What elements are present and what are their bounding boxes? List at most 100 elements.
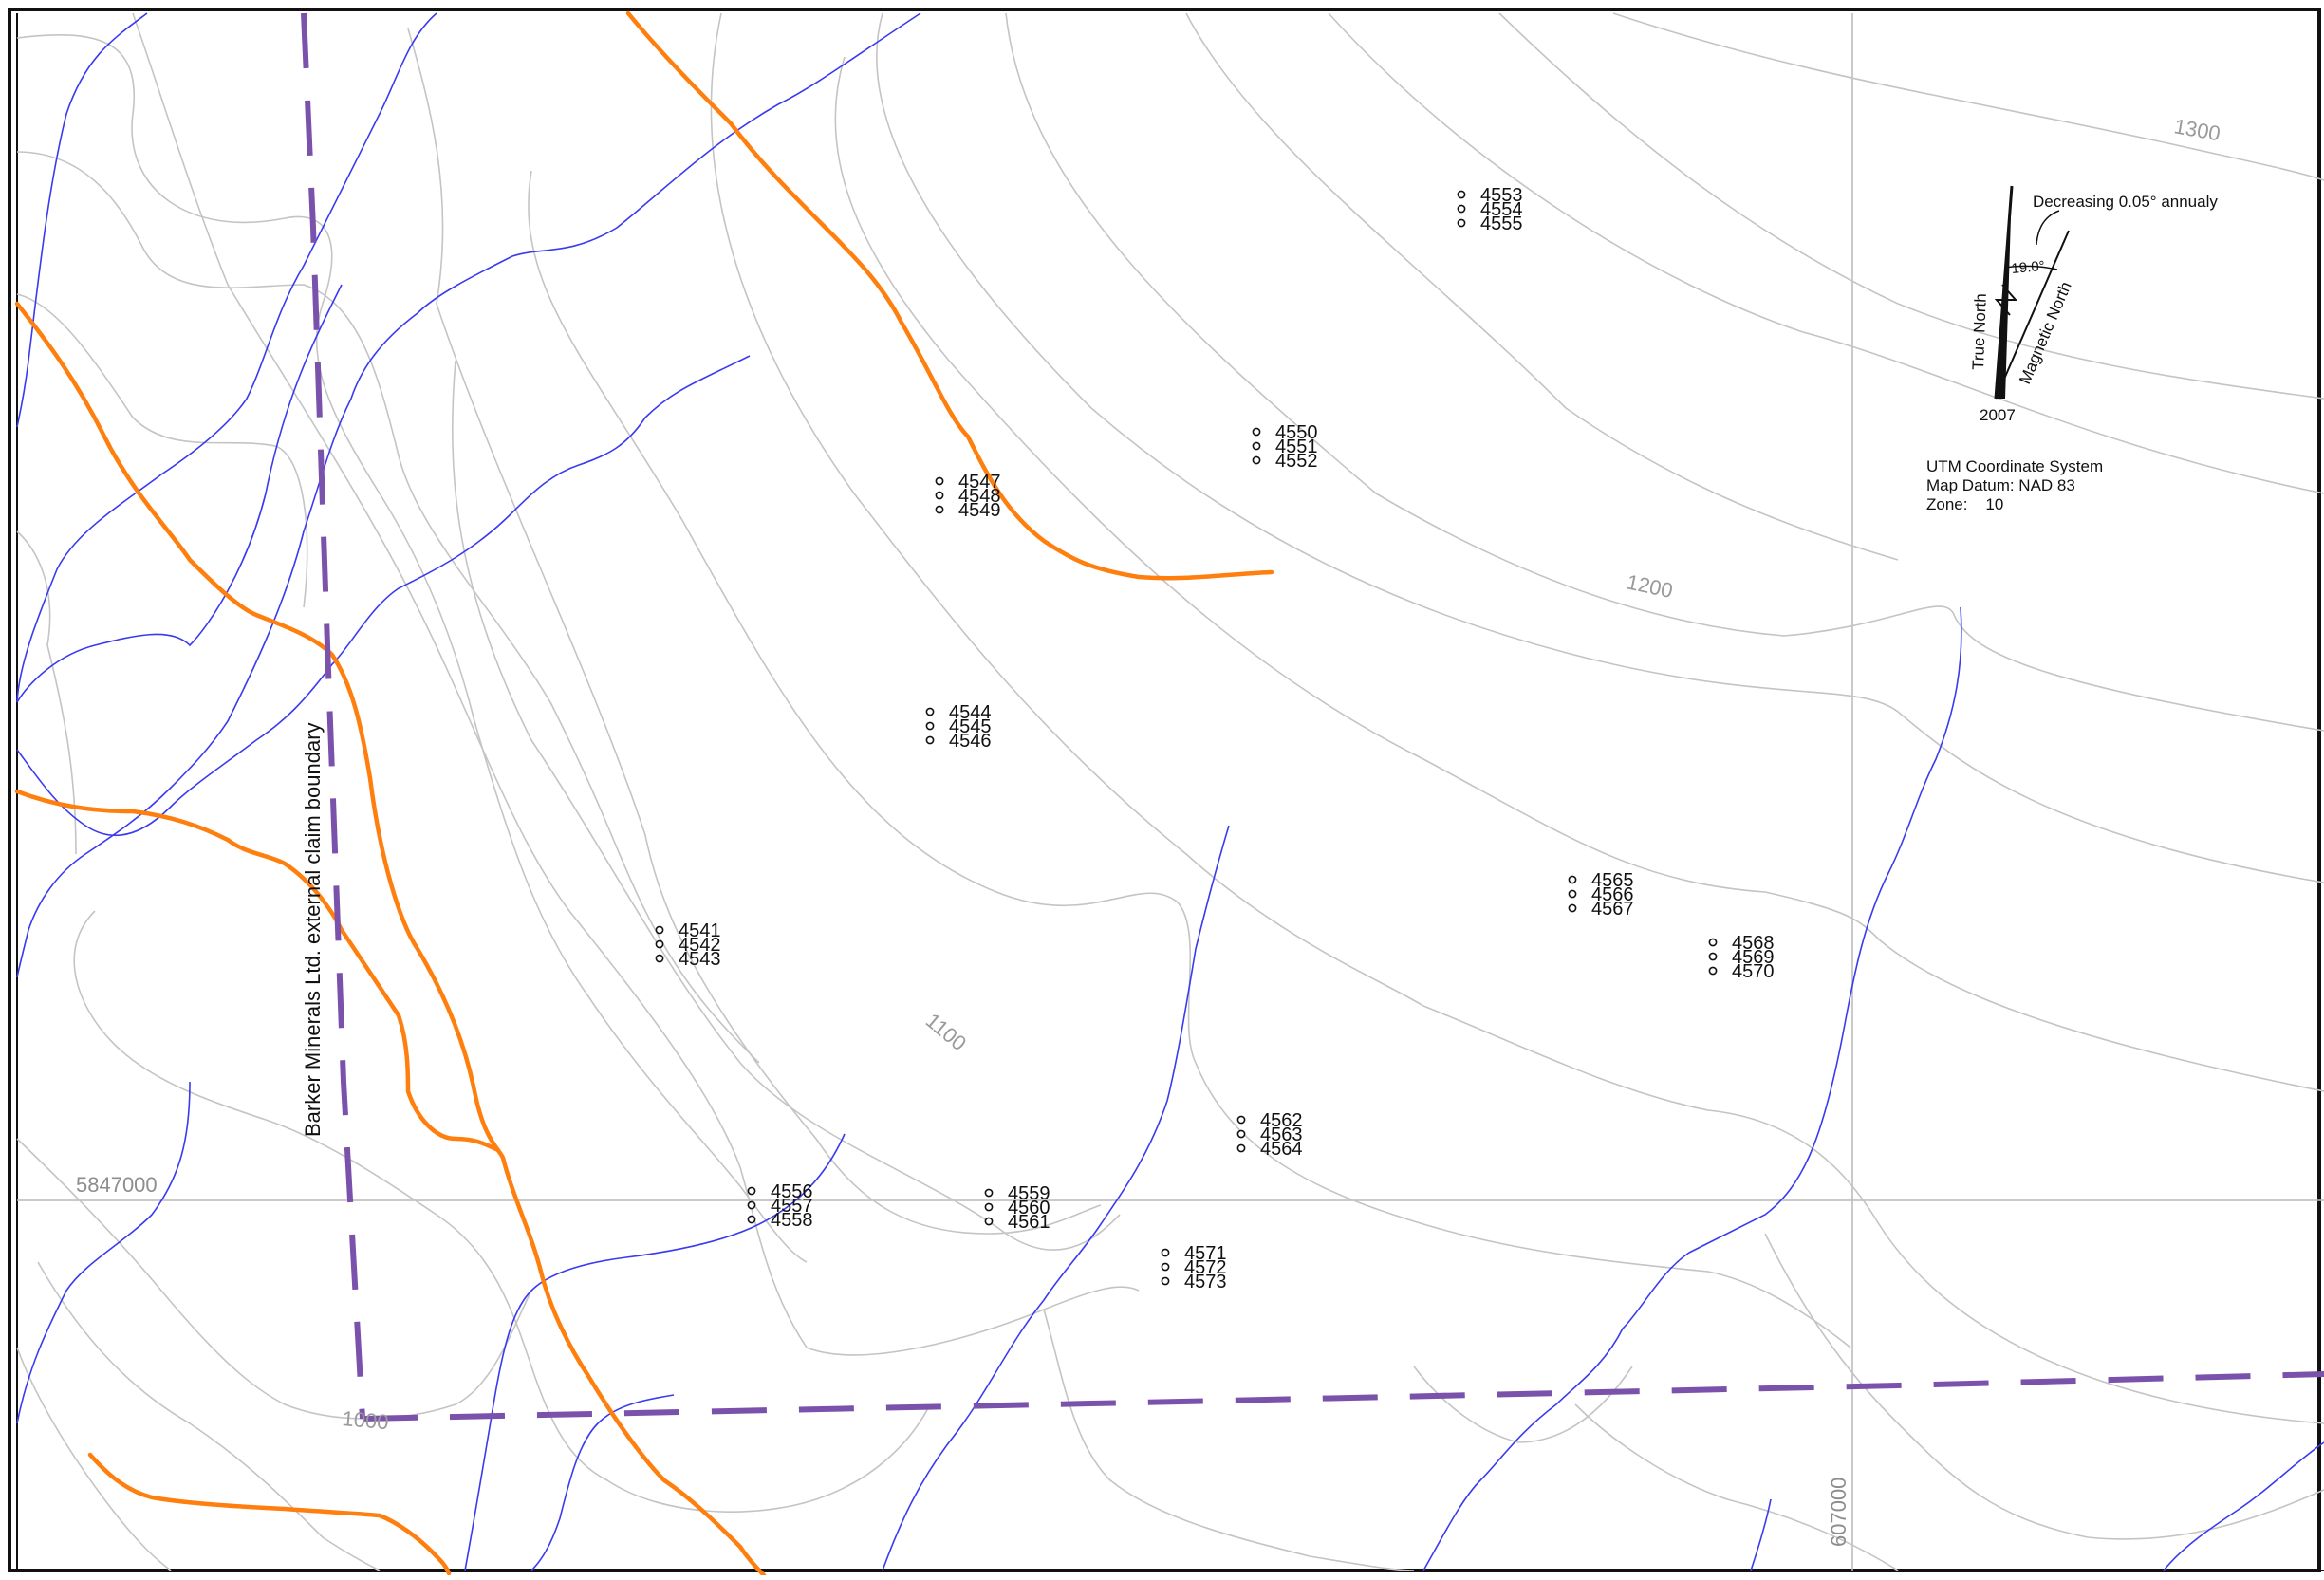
- true-north-label: True North: [1969, 293, 1990, 370]
- sample-point-icon[interactable]: [1161, 1248, 1170, 1257]
- sample-point-icon[interactable]: [984, 1188, 994, 1198]
- easting-label: 607000: [1827, 1478, 1850, 1547]
- contour-line: [1574, 1403, 1899, 1571]
- sample-id-label: 4559: [1008, 1183, 1050, 1204]
- streams: [16, 12, 2324, 1571]
- sample-id-label: 4565: [1591, 870, 1634, 891]
- road: [14, 789, 501, 1153]
- sample-point-icon[interactable]: [925, 735, 935, 745]
- sample-point-icon[interactable]: [1708, 952, 1718, 961]
- contour-line: [132, 12, 1140, 1356]
- contour-line: [834, 56, 2324, 1092]
- claim-boundary-horizontal: [362, 1371, 2324, 1422]
- sample-point-icon[interactable]: [1708, 938, 1718, 947]
- stream: [16, 12, 921, 978]
- claim-boundary: [301, 12, 2324, 1422]
- stream: [530, 1394, 675, 1571]
- stream: [16, 12, 437, 703]
- stream: [464, 1133, 846, 1571]
- contour-line: [1043, 1309, 1415, 1571]
- sample-point-icon[interactable]: [925, 721, 935, 731]
- contour-line: [1413, 1366, 1633, 1443]
- sample-id-label: 4566: [1591, 884, 1634, 905]
- annual-change-label: Decreasing 0.05° annualy: [2033, 193, 2218, 211]
- stream: [16, 1081, 191, 1424]
- sample-id-label: 4567: [1591, 899, 1634, 920]
- sample-point-icon[interactable]: [1708, 966, 1718, 976]
- sample-point-icon[interactable]: [655, 954, 664, 963]
- sample-id-label: 4544: [949, 702, 992, 723]
- contour-line: [16, 151, 760, 1064]
- road: [625, 10, 1274, 581]
- contour-line: [37, 1261, 381, 1571]
- stream: [16, 12, 148, 428]
- sample-point-icon[interactable]: [1161, 1262, 1170, 1272]
- sample-point-icon[interactable]: [1252, 427, 1261, 437]
- sample-id-label: 4545: [949, 716, 992, 737]
- sample-point-icon[interactable]: [1457, 204, 1466, 214]
- contour-line: [528, 170, 1851, 1348]
- sample-point-icon[interactable]: [1236, 1129, 1246, 1139]
- contour-label-1100: 1100: [921, 1009, 971, 1056]
- sample-point-icon[interactable]: [1236, 1143, 1246, 1153]
- sample-id-label: 4543: [679, 949, 721, 970]
- contour-line: [1185, 12, 1899, 561]
- declination-arc-icon: [2003, 265, 2058, 270]
- stream: [16, 355, 751, 837]
- contour-line: [876, 12, 2324, 883]
- sample-point-icon[interactable]: [655, 925, 664, 935]
- sample-point-icon[interactable]: [1568, 889, 1577, 899]
- sample-id-label: 4556: [771, 1181, 813, 1202]
- sample-point-icon[interactable]: [1236, 1115, 1246, 1125]
- sample-point-icon[interactable]: [1457, 190, 1466, 199]
- sample-point-icon[interactable]: [1568, 903, 1577, 913]
- sample-point-icon[interactable]: [747, 1186, 756, 1196]
- sample-point-icon[interactable]: [1161, 1276, 1170, 1286]
- sample-point-icon[interactable]: [1252, 441, 1261, 451]
- northing-label: 5847000: [76, 1173, 158, 1197]
- sample-point-icon[interactable]: [747, 1215, 756, 1224]
- sample-point-icon[interactable]: [1568, 875, 1577, 884]
- sample-point-icon[interactable]: [1252, 455, 1261, 465]
- sample-id-label: 4546: [949, 731, 992, 752]
- contour-label-1300: 1300: [2172, 114, 2222, 145]
- utm-zone: Zone: 10: [1926, 495, 2003, 513]
- stream: [1750, 1498, 1772, 1571]
- sample-id-label: 4542: [679, 935, 721, 956]
- sample-id-label: 4572: [1184, 1257, 1227, 1278]
- sample-id-label: 4561: [1008, 1212, 1050, 1233]
- sample-point-icon[interactable]: [747, 1200, 756, 1210]
- sample-point-icon[interactable]: [935, 505, 944, 514]
- sample-id-label: 4569: [1732, 947, 1775, 968]
- sample-point-icon[interactable]: [655, 939, 664, 949]
- sample-point-icon[interactable]: [1457, 218, 1466, 228]
- sample-id-label: 4571: [1184, 1243, 1227, 1264]
- sample-point-icon[interactable]: [935, 476, 944, 486]
- stream: [1422, 606, 1962, 1571]
- declination-leader-icon: [2036, 210, 2060, 246]
- contour-line: [1764, 1233, 2324, 1540]
- contour-line: [407, 28, 1102, 1235]
- contour-line: [16, 530, 77, 855]
- sample-point-icon[interactable]: [984, 1202, 994, 1212]
- contour-line: [16, 1347, 172, 1571]
- sample-id-label: 4573: [1184, 1272, 1227, 1292]
- sample-point-icon[interactable]: [925, 707, 935, 716]
- sample-id-label: 4554: [1480, 199, 1523, 220]
- sample-point-icon[interactable]: [984, 1217, 994, 1226]
- sample-point-icon[interactable]: [935, 491, 944, 500]
